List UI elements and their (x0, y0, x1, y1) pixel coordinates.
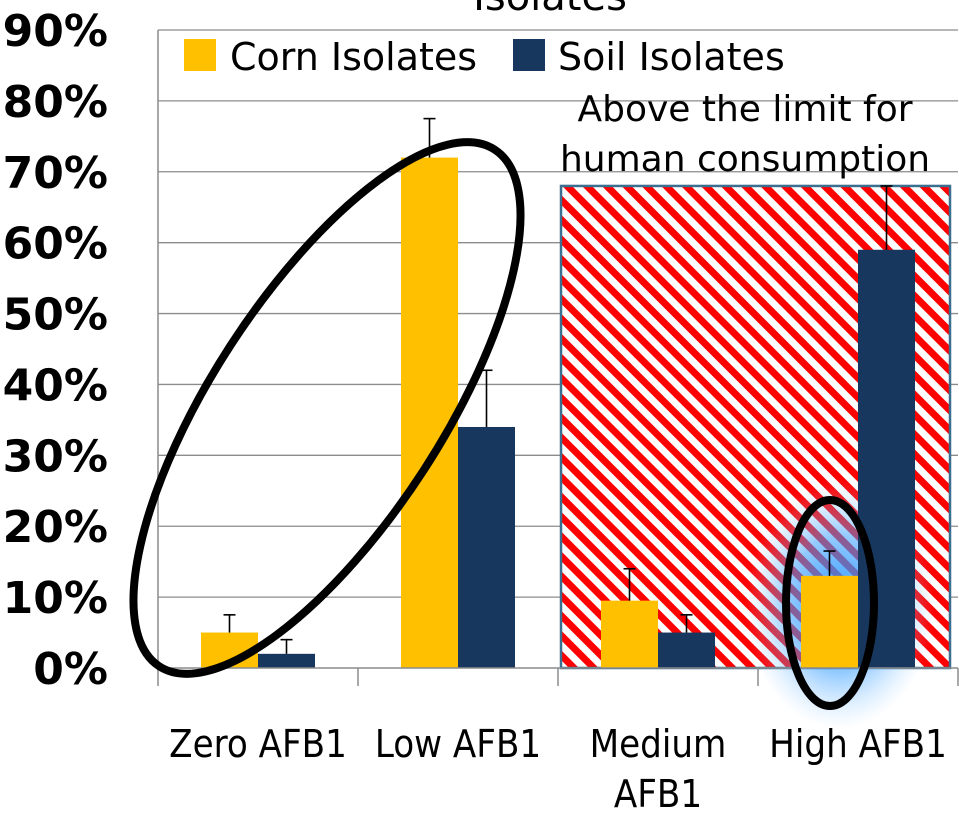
y-tick-label: 60% (3, 219, 108, 270)
category-label: Zero AFB1 (169, 722, 347, 766)
highlight-ellipse-zero-low (129, 138, 525, 678)
y-tick-label: 20% (3, 502, 108, 553)
y-tick-labels: 0% 10% 20% 30% 40% 50% 60% 70% 80% 90% (3, 6, 108, 695)
y-tick-label: 10% (3, 573, 108, 624)
bar-soil-1 (458, 426, 515, 668)
gridlines (158, 29, 958, 598)
legend-swatch-soil (513, 39, 545, 71)
legend-label-corn: Corn Isolates (230, 35, 477, 79)
y-tick-label: 40% (3, 360, 108, 411)
bars (201, 157, 915, 668)
highlight-ellipse-high (782, 496, 878, 710)
legend-label-soil: Soil Isolates (558, 35, 785, 79)
y-tick-label: 70% (3, 148, 108, 199)
bar-soil-0 (258, 653, 315, 668)
bar-soil-2 (658, 632, 715, 668)
legend-swatch-corn (184, 39, 216, 71)
chart-title: Isolates (473, 0, 627, 20)
annotation-line-1: Above the limit for (577, 89, 912, 130)
category-label: High AFB1 (769, 722, 947, 766)
category-label: Medium AFB1 (590, 722, 727, 816)
y-tick-label: 50% (3, 290, 108, 341)
y-tick-label: 90% (3, 6, 108, 57)
bar-corn-2 (601, 600, 658, 668)
y-tick-label: 0% (33, 644, 108, 695)
y-tick-label: 80% (3, 77, 108, 128)
bar-corn-3 (801, 575, 858, 668)
category-labels: Zero AFB1 Low AFB1 Medium AFB1 High AFB1 (169, 722, 947, 816)
bar-corn-1 (401, 157, 458, 668)
highlight-ellipses (129, 138, 878, 710)
annotation-line-2: human consumption (560, 139, 930, 180)
y-tick-label: 30% (3, 431, 108, 482)
bar-soil-3 (858, 249, 915, 668)
category-label: Low AFB1 (375, 722, 541, 766)
axes (157, 30, 959, 686)
legend: Corn Isolates Soil Isolates (184, 35, 785, 79)
